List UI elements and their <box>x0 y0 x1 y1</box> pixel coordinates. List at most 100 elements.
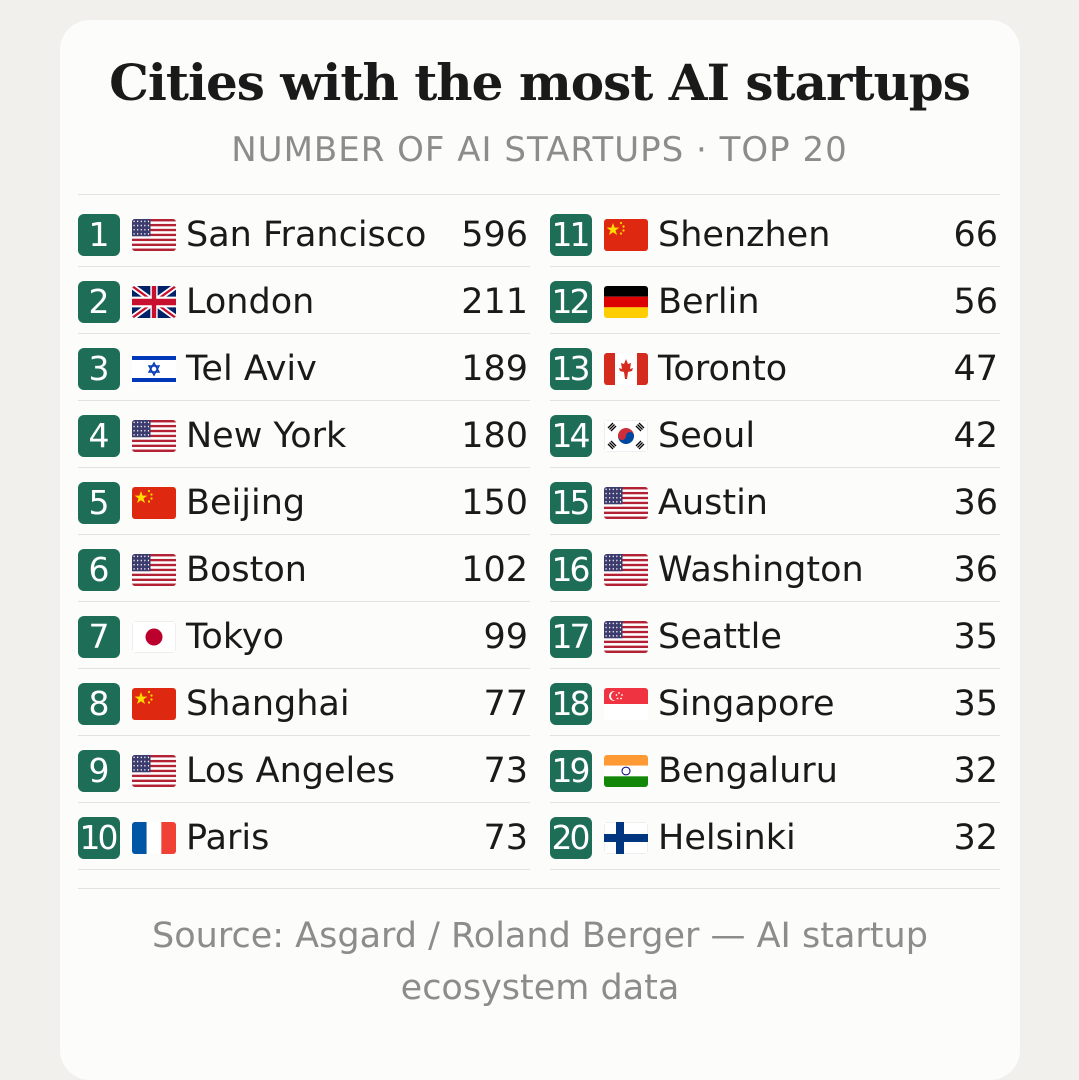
city-name: Los Angeles <box>186 751 396 791</box>
startup-count: 150 <box>461 483 528 523</box>
city-name: Bengaluru <box>658 751 838 791</box>
startup-count: 73 <box>483 751 528 791</box>
startup-count: 66 <box>953 215 998 255</box>
startup-count: 32 <box>953 818 998 858</box>
flag-gb-icon <box>132 286 176 318</box>
flag-il-icon <box>132 353 176 385</box>
flag-in-icon <box>604 755 648 787</box>
rank-badge: 1 <box>78 214 120 256</box>
flag-ca-icon <box>604 353 648 385</box>
ranking-column-right: 11 Shenzhen 66 12 Berlin 56 13 Toronto 47 14 Seoul… <box>550 200 1000 870</box>
rank-badge: 8 <box>78 683 120 725</box>
table-row: 3 Tel Aviv 189 <box>78 334 530 401</box>
flag-cn-icon <box>132 487 176 519</box>
city-name: London <box>186 282 315 322</box>
rank-badge: 20 <box>550 817 592 859</box>
flag-cn-icon <box>604 219 648 251</box>
rank-badge: 12 <box>550 281 592 323</box>
table-row: 16 Washington 36 <box>550 535 1000 602</box>
table-row: 11 Shenzhen 66 <box>550 200 1000 267</box>
bottom-divider <box>78 888 1000 889</box>
table-row: 17 Seattle 35 <box>550 602 1000 669</box>
startup-count: 99 <box>483 617 528 657</box>
flag-us-icon <box>132 554 176 586</box>
startup-count: 211 <box>461 282 528 322</box>
city-name: Tel Aviv <box>186 349 317 389</box>
top-divider <box>78 194 1000 195</box>
rank-badge: 14 <box>550 415 592 457</box>
rank-badge: 7 <box>78 616 120 658</box>
city-name: Berlin <box>658 282 760 322</box>
startup-count: 77 <box>483 684 528 724</box>
rank-badge: 16 <box>550 549 592 591</box>
startup-count: 32 <box>953 751 998 791</box>
rank-badge: 3 <box>78 348 120 390</box>
city-name: Toronto <box>658 349 788 389</box>
rank-badge: 17 <box>550 616 592 658</box>
city-name: San Francisco <box>186 215 427 255</box>
startup-count: 35 <box>953 617 998 657</box>
table-row: 6 Boston 102 <box>78 535 530 602</box>
startup-count: 47 <box>953 349 998 389</box>
rank-badge: 6 <box>78 549 120 591</box>
chart-title: Cities with the most AI startups <box>109 53 971 112</box>
flag-fr-icon <box>132 822 176 854</box>
table-row: 10 Paris 73 <box>78 803 530 870</box>
city-name: Tokyo <box>186 617 284 657</box>
city-name: Boston <box>186 550 307 590</box>
table-row: 9 Los Angeles 73 <box>78 736 530 803</box>
rank-badge: 5 <box>78 482 120 524</box>
rank-badge: 18 <box>550 683 592 725</box>
rank-badge: 19 <box>550 750 592 792</box>
table-row: 8 Shanghai 77 <box>78 669 530 736</box>
city-name: Seattle <box>658 617 782 657</box>
table-row: 2 London 211 <box>78 267 530 334</box>
city-name: Helsinki <box>658 818 796 858</box>
table-row: 14 Seoul 42 <box>550 401 1000 468</box>
table-row: 20 Helsinki 32 <box>550 803 1000 870</box>
startup-count: 596 <box>461 215 528 255</box>
table-row: 18 Singapore 35 <box>550 669 1000 736</box>
rank-badge: 4 <box>78 415 120 457</box>
flag-cn-icon <box>132 688 176 720</box>
rank-badge: 11 <box>550 214 592 256</box>
flag-us-icon <box>132 420 176 452</box>
startup-count: 36 <box>953 483 998 523</box>
chart-card <box>60 20 1020 1080</box>
rank-badge: 9 <box>78 750 120 792</box>
flag-us-icon <box>132 755 176 787</box>
city-name: New York <box>186 416 347 456</box>
city-name: Washington <box>658 550 864 590</box>
source-note: Source: Asgard / Roland Berger — AI star… <box>152 916 928 1008</box>
startup-count: 102 <box>461 550 528 590</box>
table-row: 13 Toronto 47 <box>550 334 1000 401</box>
city-name: Singapore <box>658 684 835 724</box>
flag-de-icon <box>604 286 648 318</box>
flag-fi-icon <box>604 822 648 854</box>
city-name: Seoul <box>658 416 756 456</box>
flag-us-icon <box>604 487 648 519</box>
rank-badge: 15 <box>550 482 592 524</box>
city-name: Beijing <box>186 483 306 523</box>
table-row: 1 San Francisco 596 <box>78 200 530 267</box>
startup-count: 36 <box>953 550 998 590</box>
rank-badge: 13 <box>550 348 592 390</box>
city-name: Shanghai <box>186 684 350 724</box>
flag-us-icon <box>604 554 648 586</box>
startup-count: 56 <box>953 282 998 322</box>
table-row: 12 Berlin 56 <box>550 267 1000 334</box>
flag-jp-icon <box>132 621 176 653</box>
table-row: 4 New York 180 <box>78 401 530 468</box>
table-row: 5 Beijing 150 <box>78 468 530 535</box>
startup-count: 35 <box>953 684 998 724</box>
table-row: 19 Bengaluru 32 <box>550 736 1000 803</box>
flag-sg-icon <box>604 688 648 720</box>
city-name: Paris <box>186 818 270 858</box>
startup-count: 189 <box>461 349 528 389</box>
city-name: Austin <box>658 483 768 523</box>
rank-badge: 10 <box>78 817 120 859</box>
flag-kr-icon <box>604 420 648 452</box>
startup-count: 180 <box>461 416 528 456</box>
rank-badge: 2 <box>78 281 120 323</box>
flag-us-icon <box>132 219 176 251</box>
